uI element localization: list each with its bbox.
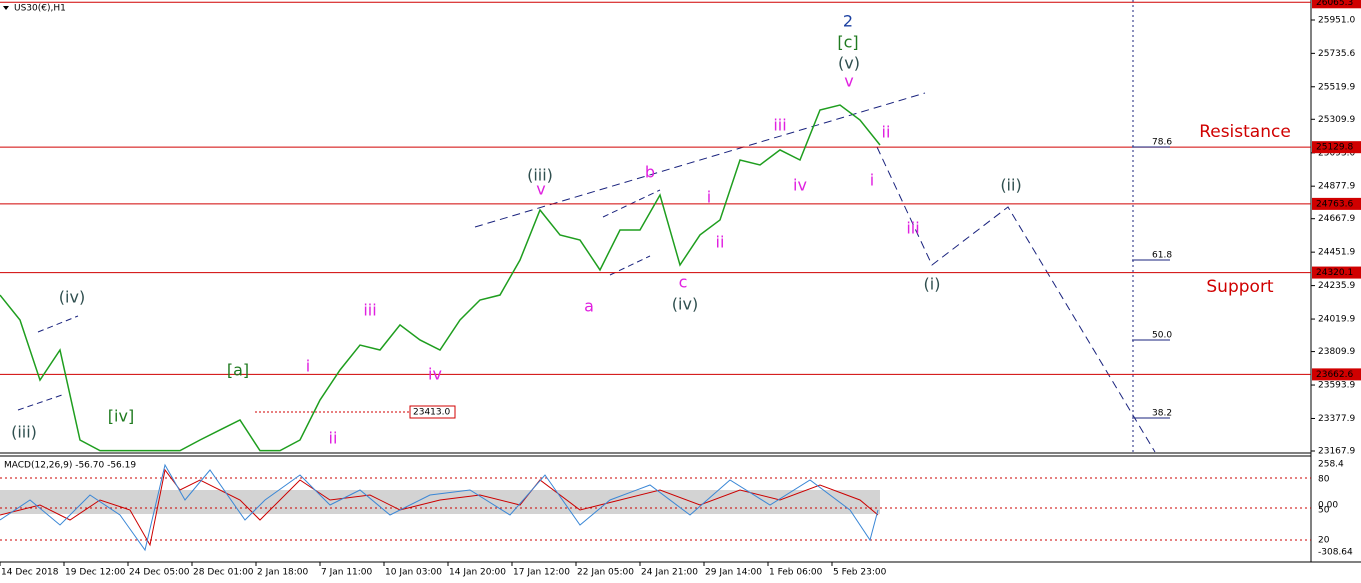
price-tick-label: 23809.9 [1318,347,1355,357]
price-tick-label: 25735.6 [1318,49,1355,59]
wave-label: (i) [924,275,941,294]
wave-label: (iv) [59,288,85,307]
wave-label: ii [716,233,725,252]
wave-label: [iv] [108,407,134,426]
wave-label: c [679,273,688,292]
level-label: 24320.1 [1316,268,1353,278]
wave-label: i [306,357,310,376]
time-label: 5 Feb 23:00 [833,568,887,578]
level-label: 25129.8 [1316,143,1353,153]
price-line [0,104,881,452]
level-tag [1312,141,1361,154]
wave-label: i [707,188,711,207]
price-tick-label: 25951.0 [1318,16,1355,26]
price-tick-label: 25309.9 [1318,115,1355,125]
time-label: 19 Dec 12:00 [65,568,126,578]
wave-label: [c] [837,33,858,52]
price-tick-label: 24667.9 [1318,214,1355,224]
macd-axis-label: -308.64 [1318,548,1353,558]
wave-label: iv [793,176,807,195]
macd-signal [0,468,879,547]
level-tag [1312,0,1361,9]
wave-label: [a] [227,361,249,380]
trend-line [474,92,926,228]
time-label: 17 Jan 12:00 [513,568,570,578]
time-label: 10 Jan 03:00 [385,568,442,578]
time-label: 7 Jan 11:00 [321,568,373,578]
projection [876,146,1156,453]
wave-label: iii [906,219,919,238]
fib-label: 61.8 [1152,251,1172,261]
price-tick-label: 23377.9 [1318,414,1355,424]
price-tick-label: 25519.9 [1318,82,1355,92]
wave-label: (iii) [527,166,553,185]
macd-line [0,463,879,552]
level-tag [1312,197,1361,210]
price-tick-label: 24451.9 [1318,248,1355,258]
price-tick-label: 24019.9 [1318,315,1355,325]
macd-axis-label: 0.00 [1318,501,1338,511]
menu-arrow[interactable] [3,6,9,10]
time-label: 2 Jan 18:00 [257,568,309,578]
level-label: 26065.3 [1316,0,1353,8]
macd-axis-label: 80 [1318,475,1330,485]
level-label: 23662.6 [1316,370,1353,380]
macd-axis-label: 258.4 [1318,460,1344,470]
time-label: 14 Jan 20:00 [449,568,506,578]
time-label: 28 Dec 01:00 [193,568,254,578]
wave-label: (ii) [1000,176,1021,195]
time-label: 14 Dec 2018 [1,568,59,578]
price-tick-label: 24877.9 [1318,182,1355,192]
level-label: 24763.6 [1316,199,1353,209]
channel-line [17,394,63,411]
wave-label: v [844,72,853,91]
macd-axis-label: 50 [1318,506,1330,516]
wave-label: b [645,163,655,182]
wave-label: iv [428,365,442,384]
wave-label: (v) [838,54,860,73]
level-tag [1312,266,1361,279]
wave-label: ii [882,123,891,142]
time-label: 29 Jan 14:00 [705,568,762,578]
dotted-label: 23413.0 [413,408,450,418]
wave-label: (iii) [11,423,37,442]
symbol: US30(€),H1 [14,4,66,14]
price-tick-label: 25093.0 [1318,148,1355,158]
wave-label: 2 [843,12,853,31]
wave-label: iii [773,116,786,135]
price-tick-label: 23593.9 [1318,381,1355,391]
wave-label: v [536,180,545,199]
macd-title: MACD(12,26,9) -56.70 -56.19 [4,461,136,471]
zone-label: Support [1206,277,1274,297]
fib-label: 78.6 [1152,138,1172,148]
macd-axis-label: 20 [1318,536,1330,546]
price-tick-label: 23167.9 [1318,447,1355,457]
channel-line [609,255,651,276]
dotted-tag [409,405,456,419]
time-label: 24 Dec 05:00 [129,568,190,578]
wave-label: i [870,171,874,190]
fib-label: 50.0 [1152,331,1172,341]
price-tick-label: 24235.9 [1318,281,1355,291]
time-label: 24 Jan 21:00 [641,568,698,578]
level-tag [1312,368,1361,381]
wave-label: (iv) [672,295,698,314]
wave-label: ii [329,429,338,448]
time-label: 1 Feb 06:00 [769,568,823,578]
wave-label: iii [363,301,376,320]
zone-label: Resistance [1199,122,1291,142]
wave-label: a [584,297,594,316]
fib-label: 38.2 [1152,409,1172,419]
time-label: 22 Jan 05:00 [577,568,634,578]
channel-line [37,315,79,333]
